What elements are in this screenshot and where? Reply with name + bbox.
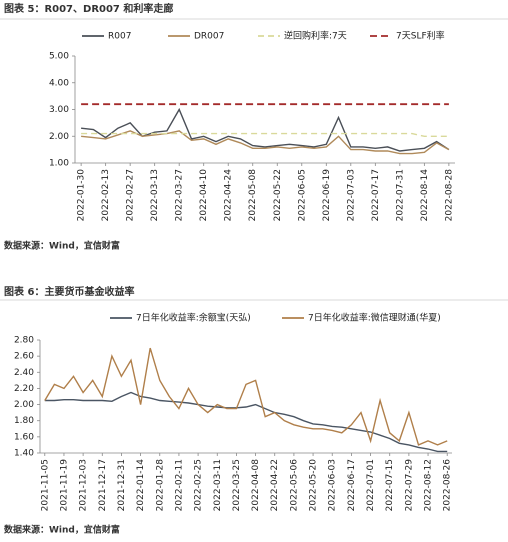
- x-tick-label: 2022-05-22: [273, 169, 283, 221]
- x-tick-label: 2022-04-10: [199, 169, 209, 222]
- y-tick-label: 1.60: [14, 432, 34, 442]
- x-tick-label: 2022-07-15: [385, 459, 395, 511]
- x-tick-label: 2022-07-01: [366, 459, 376, 511]
- legend-label: 逆回购利率:7天: [284, 30, 347, 42]
- x-tick-label: 2022-06-03: [328, 459, 338, 511]
- y-tick-label: 3.00: [49, 105, 69, 115]
- x-tick-label: 2022-01-28: [155, 459, 165, 512]
- legend-label: 7日年化收益率:微信理财通(华夏): [308, 312, 441, 324]
- x-tick-label: 2022-08-14: [420, 169, 430, 222]
- x-tick-label: 2021-12-31: [117, 459, 127, 511]
- source-note: 数据来源：Wind，宜信财富: [4, 524, 120, 536]
- legend-label: 7天SLF利率: [396, 30, 445, 42]
- series-line: [44, 347, 448, 446]
- x-tick-label: 2022-07-17: [371, 169, 381, 221]
- y-tick-label: 5.00: [49, 52, 69, 62]
- x-tick-label: 2022-05-06: [289, 459, 299, 512]
- legend-label: 7日年化收益率:余额宝(天弘): [136, 312, 251, 324]
- chart-title: 图表 5：R007、DR007 和利率走廊: [4, 2, 173, 15]
- x-tick-label: 2022-08-28: [444, 169, 454, 222]
- x-tick-label: 2021-11-19: [59, 459, 69, 512]
- x-tick-label: 2021-12-03: [79, 459, 89, 511]
- y-tick-label: 2.00: [49, 132, 69, 142]
- legend-label: R007: [108, 32, 131, 42]
- x-tick-label: 2022-03-11: [213, 459, 223, 511]
- y-tick-label: 4.00: [49, 78, 69, 88]
- y-tick-label: 1.00: [49, 159, 69, 169]
- x-tick-label: 2022-02-11: [174, 459, 184, 511]
- x-tick-label: 2022-07-03: [346, 169, 356, 221]
- legend-label: DR007: [194, 32, 224, 42]
- x-tick-label: 2022-03-27: [175, 169, 185, 221]
- series-line: [81, 132, 449, 137]
- x-tick-label: 2022-08-26: [443, 459, 453, 512]
- x-tick-label: 2022-08-12: [424, 459, 434, 511]
- y-tick-label: 2.00: [14, 400, 34, 410]
- x-tick-label: 2022-06-19: [322, 169, 332, 222]
- y-tick-label: 2.80: [14, 336, 34, 346]
- x-tick-label: 2022-02-25: [194, 459, 204, 511]
- y-tick-label: 2.40: [14, 368, 34, 378]
- x-tick-label: 2022-07-31: [395, 169, 405, 221]
- x-tick-label: 2022-05-08: [248, 169, 258, 222]
- x-tick-label: 2022-03-25: [232, 459, 242, 511]
- x-tick-label: 2022-07-29: [404, 459, 414, 512]
- source-note: 数据来源：Wind，宜信财富: [4, 240, 120, 252]
- chart-title: 图表 6：主要货币基金收益率: [4, 285, 134, 298]
- x-tick-label: 2022-02-13: [101, 169, 111, 221]
- x-tick-label: 2022-01-30: [77, 169, 87, 222]
- y-tick-label: 1.40: [14, 449, 34, 459]
- x-tick-label: 2021-12-17: [98, 459, 108, 511]
- x-tick-label: 2022-05-20: [309, 459, 319, 512]
- series-line: [81, 130, 450, 155]
- x-tick-label: 2022-04-08: [251, 459, 261, 512]
- x-tick-label: 2022-02-27: [126, 169, 136, 221]
- x-tick-label: 2022-06-05: [297, 169, 307, 221]
- x-tick-label: 2022-03-13: [150, 169, 160, 221]
- x-tick-label: 2022-04-24: [224, 169, 234, 222]
- series-line: [44, 391, 448, 453]
- x-tick-label: 2022-01-14: [136, 459, 146, 512]
- x-tick-label: 2021-11-05: [40, 459, 50, 511]
- y-tick-label: 2.20: [14, 384, 34, 394]
- x-tick-label: 2022-04-22: [270, 459, 280, 511]
- y-tick-label: 2.60: [14, 352, 34, 362]
- x-tick-label: 2022-06-17: [347, 459, 357, 511]
- y-tick-label: 1.80: [14, 416, 34, 426]
